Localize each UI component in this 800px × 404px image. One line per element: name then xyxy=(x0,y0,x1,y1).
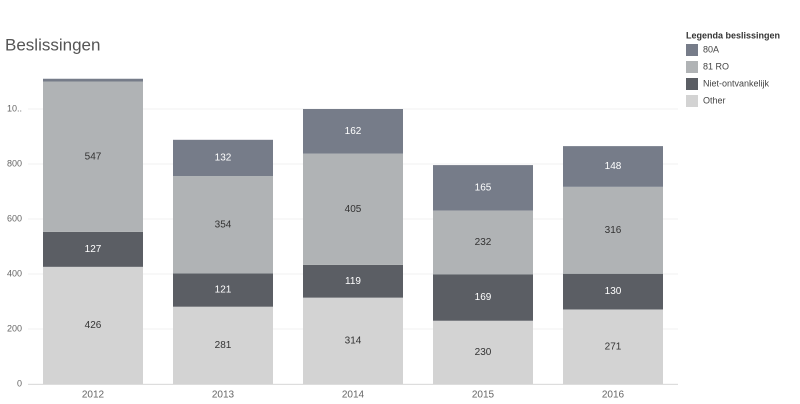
data-label: 169 xyxy=(475,292,492,303)
data-label: 162 xyxy=(345,126,362,137)
y-tick-label: 800 xyxy=(7,158,22,168)
x-tick-label: 2012 xyxy=(82,390,105,401)
data-label: 127 xyxy=(85,244,102,255)
bar-segment xyxy=(43,231,143,267)
y-tick-label: 0 xyxy=(17,378,22,388)
bar-segment xyxy=(43,78,143,82)
bar-segment xyxy=(303,297,403,384)
x-tick-label: 2014 xyxy=(342,390,365,401)
bar-segment xyxy=(43,81,143,232)
bar-segment xyxy=(173,176,273,274)
bar-segment xyxy=(563,309,663,384)
bar-segment xyxy=(303,264,403,298)
legend-label: 81 RO xyxy=(703,61,729,71)
data-label: 148 xyxy=(605,161,622,172)
bar-segment xyxy=(563,146,663,187)
bar-segment xyxy=(303,153,403,265)
legend-label: Niet-ontvankelijk xyxy=(703,78,770,88)
legend-swatch xyxy=(686,78,698,90)
bar-segment xyxy=(563,273,663,310)
bar-segment xyxy=(433,210,533,275)
bar-segment xyxy=(433,320,533,384)
legend-swatch xyxy=(686,61,698,73)
x-tick-label: 2015 xyxy=(472,390,495,401)
data-label: 316 xyxy=(605,225,622,236)
bar-segment xyxy=(563,186,663,274)
x-tick-label: 2016 xyxy=(602,390,625,401)
data-label: 354 xyxy=(215,219,232,230)
y-tick-label: 400 xyxy=(7,268,22,278)
x-tick-label: 2013 xyxy=(212,390,235,401)
data-label: 547 xyxy=(85,151,102,162)
y-tick-label: 10.. xyxy=(7,103,22,113)
data-label: 230 xyxy=(475,347,492,358)
bar-segment xyxy=(433,274,533,321)
data-label: 232 xyxy=(475,237,492,248)
data-label: 426 xyxy=(85,320,102,331)
data-label: 132 xyxy=(215,153,232,164)
bar-segment xyxy=(173,273,273,307)
bar-segment xyxy=(303,109,403,154)
bar-segment xyxy=(43,266,143,384)
legend-label: 80A xyxy=(703,44,719,54)
legend-title: Legenda beslissingen xyxy=(686,30,780,40)
legend-swatch xyxy=(686,95,698,107)
data-label: 405 xyxy=(345,204,362,215)
data-label: 281 xyxy=(215,340,232,351)
bar-segment xyxy=(173,306,273,384)
bar-segment xyxy=(173,139,273,177)
data-label: 121 xyxy=(215,285,232,296)
bar-segment xyxy=(433,165,533,211)
data-label: 271 xyxy=(605,341,622,352)
y-tick-label: 200 xyxy=(7,323,22,333)
legend-swatch xyxy=(686,44,698,56)
data-label: 119 xyxy=(345,276,361,287)
data-label: 314 xyxy=(345,335,362,346)
data-label: 165 xyxy=(475,182,492,193)
y-tick-label: 600 xyxy=(7,213,22,223)
data-label: 130 xyxy=(605,286,622,297)
chart-title: Beslissingen xyxy=(5,35,100,54)
legend-label: Other xyxy=(703,95,726,105)
